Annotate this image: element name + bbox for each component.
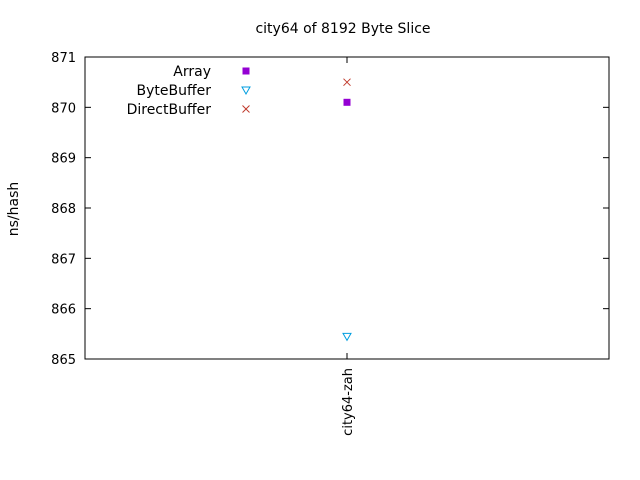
y-axis-label: ns/hash	[6, 182, 22, 237]
y-tick-label: 871	[51, 51, 76, 66]
chart-title: city64 of 8192 Byte Slice	[255, 21, 430, 37]
data-point-bytebuffer	[342, 332, 352, 342]
legend-marker-directbuffer-stroke-b	[242, 105, 250, 113]
legend-marker-array	[242, 67, 250, 75]
legend-label: DirectBuffer	[127, 102, 212, 118]
y-ticks: 865 866 867 868 869 870 871	[51, 51, 609, 368]
y-tick-label: 866	[51, 303, 76, 318]
y-tick-label: 867	[51, 252, 76, 267]
x-ticks: city64-zah	[341, 57, 356, 436]
data-points	[342, 78, 352, 342]
legend-marker-directbuffer	[242, 105, 250, 113]
data-point-directbuffer	[343, 78, 351, 87]
y-tick-label: 870	[51, 101, 76, 116]
x-tick-label: city64-zah	[341, 368, 356, 436]
legend-label: ByteBuffer	[137, 83, 212, 99]
data-point-array	[343, 98, 351, 106]
legend: Array ByteBuffer DirectBuffer	[127, 64, 251, 118]
y-tick-label: 865	[51, 353, 76, 368]
y-tick-label: 869	[51, 152, 76, 167]
y-tick-label: 868	[51, 202, 76, 217]
legend-marker-bytebuffer	[241, 86, 251, 96]
data-point-directbuffer-stroke-b	[343, 78, 351, 87]
legend-label: Array	[173, 64, 211, 80]
